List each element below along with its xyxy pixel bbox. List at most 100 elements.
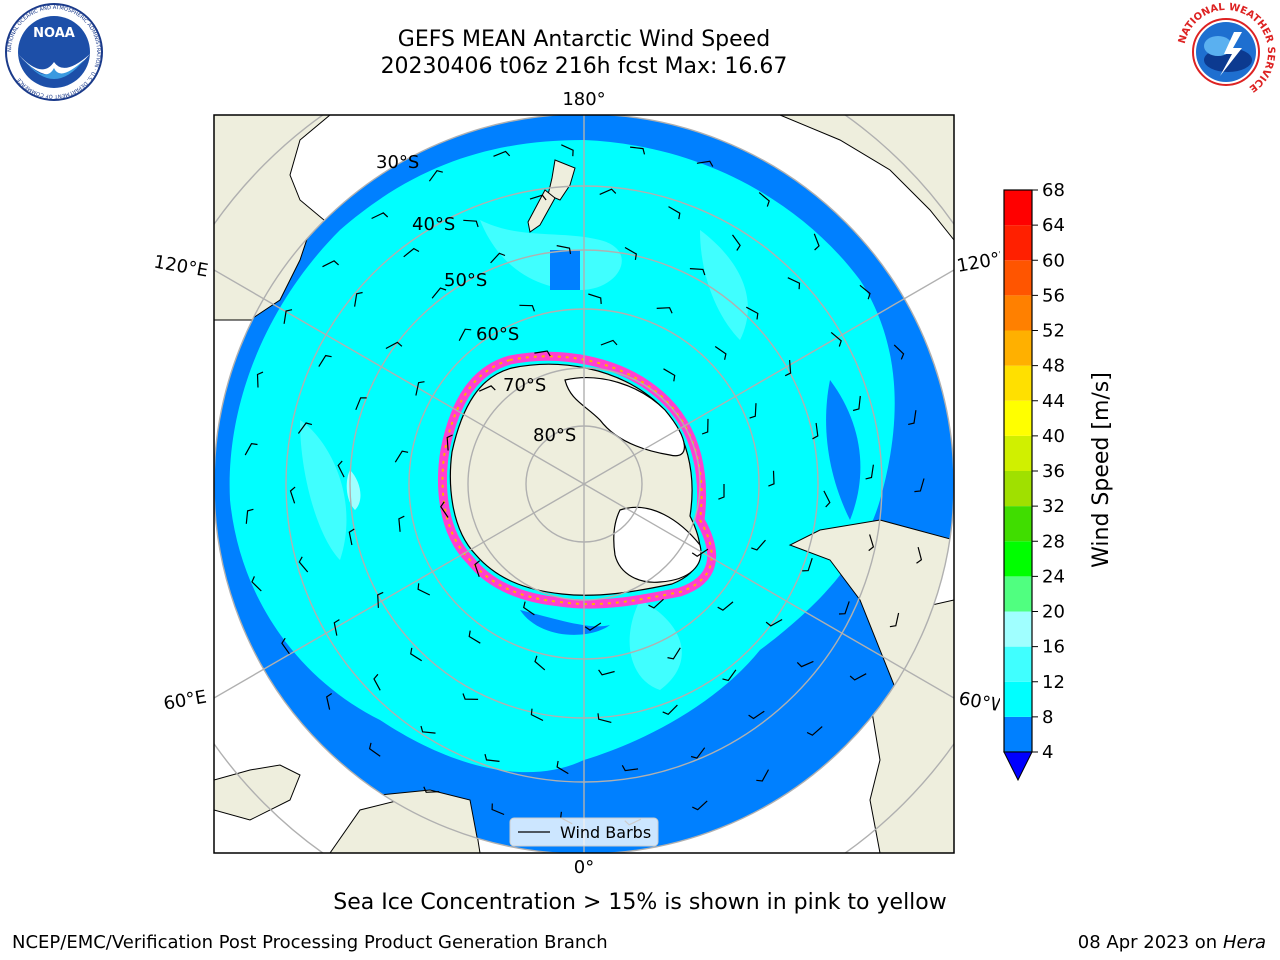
wind-barb [534, 350, 551, 357]
wind-barb [371, 212, 389, 220]
wind-barb [410, 647, 423, 662]
colorbar-tick-label: 12 [1042, 672, 1065, 693]
lat-label-50s: 50°S [444, 270, 487, 291]
wind-barb [490, 252, 506, 264]
wind-barb [784, 360, 792, 377]
wind-barb [849, 673, 867, 681]
wind-barb [458, 328, 472, 341]
wind-barb [598, 669, 615, 676]
map-frame [213, 114, 955, 854]
wind-barb [749, 403, 757, 419]
wind-barb [597, 713, 612, 723]
wind-barb [355, 397, 367, 411]
wind-barb [830, 331, 842, 347]
wind-barb [908, 410, 917, 425]
colorbar-under-arrow [1003, 751, 1033, 782]
map-title: GEFS MEAN Antarctic Wind Speed [397, 27, 771, 52]
wind-barb [394, 450, 409, 463]
colorbar-swatch [1004, 225, 1032, 261]
colorbar-swatch [1004, 295, 1032, 331]
wind-barb [318, 354, 332, 367]
wind-barb [859, 284, 871, 300]
wind-barbs [244, 144, 925, 826]
colorbar-tick-label: 68 [1042, 180, 1065, 201]
wind-barb [337, 460, 345, 478]
barb-legend-label: Wind Barbs [560, 823, 651, 842]
colorbar-swatch [1004, 435, 1032, 471]
wind-barb [823, 490, 831, 508]
wind-barb [484, 753, 500, 762]
wind-barb [802, 558, 813, 572]
colorbar-tick-label: 16 [1042, 637, 1065, 658]
wind-barb [718, 484, 725, 500]
wind-barb [914, 478, 925, 493]
footer-date-text: 08 Apr 2023 on [1077, 932, 1218, 953]
wind-barb [556, 245, 572, 255]
wind-barb [298, 556, 309, 573]
colorbar-swatch [1004, 716, 1032, 752]
wind-barb [519, 304, 535, 312]
wind-barb [420, 725, 436, 734]
wind-barb [588, 293, 602, 304]
wind-barb [662, 704, 678, 716]
wind-barb [368, 742, 381, 757]
footer-date: 08 Apr 2023 on Hera [1078, 932, 1266, 953]
lon-label-120e: 120°E [152, 251, 210, 281]
wind-barb [765, 618, 783, 627]
lon-label-60e: 60°E [162, 686, 208, 714]
colorbar-tick-label: 40 [1042, 426, 1065, 447]
wind-barb [630, 146, 646, 155]
sea-ice [438, 351, 717, 609]
wind-barb [244, 443, 258, 456]
wind-barb [806, 726, 823, 736]
wind-barb [468, 630, 481, 644]
wind-barb [751, 539, 766, 551]
wind-barb [756, 769, 770, 782]
colorbar-tick-label: 60 [1042, 250, 1065, 271]
wind-barb [428, 170, 443, 182]
wind-barb [732, 234, 741, 251]
wind-barb [868, 534, 875, 552]
lat-label-70s: 70°S [503, 375, 546, 396]
wind-barb [852, 395, 861, 412]
wind-barb [916, 546, 923, 564]
wind-barb [478, 385, 496, 392]
wind-barb [377, 591, 384, 608]
colorbar-swatch [1004, 681, 1032, 717]
wind-barb [440, 501, 449, 518]
wind-barb [398, 515, 405, 532]
wind-barb [865, 464, 874, 480]
wind-barb [251, 576, 262, 592]
wind-barb [889, 612, 900, 628]
wind-barb [787, 277, 801, 290]
wind-barb [431, 287, 447, 299]
wind-barb [621, 765, 639, 772]
wind-barb [373, 673, 381, 691]
colorbar-swatch [1004, 190, 1032, 226]
colorbar-tick-label: 32 [1042, 496, 1065, 517]
wind-barb [758, 192, 770, 207]
colorbar-tick-label: 20 [1042, 602, 1065, 623]
colorbar-swatch [1004, 330, 1032, 366]
wind-barb [656, 307, 673, 314]
footer-machine: Hera [1222, 932, 1266, 953]
wind-barb [689, 268, 706, 276]
wind-barb [354, 291, 363, 307]
wind-barb [893, 344, 905, 360]
lat-label-60s: 60°S [476, 324, 519, 345]
wind-barb [403, 247, 420, 258]
colorbar-swatch [1004, 365, 1032, 401]
lat-label-30s: 30°S [376, 152, 419, 173]
wind-barb [692, 800, 708, 811]
colorbar-swatch [1004, 646, 1032, 682]
colorbar-tick-label: 8 [1042, 707, 1053, 728]
wind-barb [748, 710, 765, 720]
wind-barb [561, 144, 574, 157]
footer-credit: NCEP/EMC/Verification Post Processing Pr… [12, 932, 608, 953]
wind-barb [529, 194, 547, 201]
lat-label-80s: 80°S [533, 425, 576, 446]
lat-label-40s: 40°S [412, 214, 455, 235]
wind-barb [289, 486, 296, 504]
wind-barb [348, 528, 355, 546]
